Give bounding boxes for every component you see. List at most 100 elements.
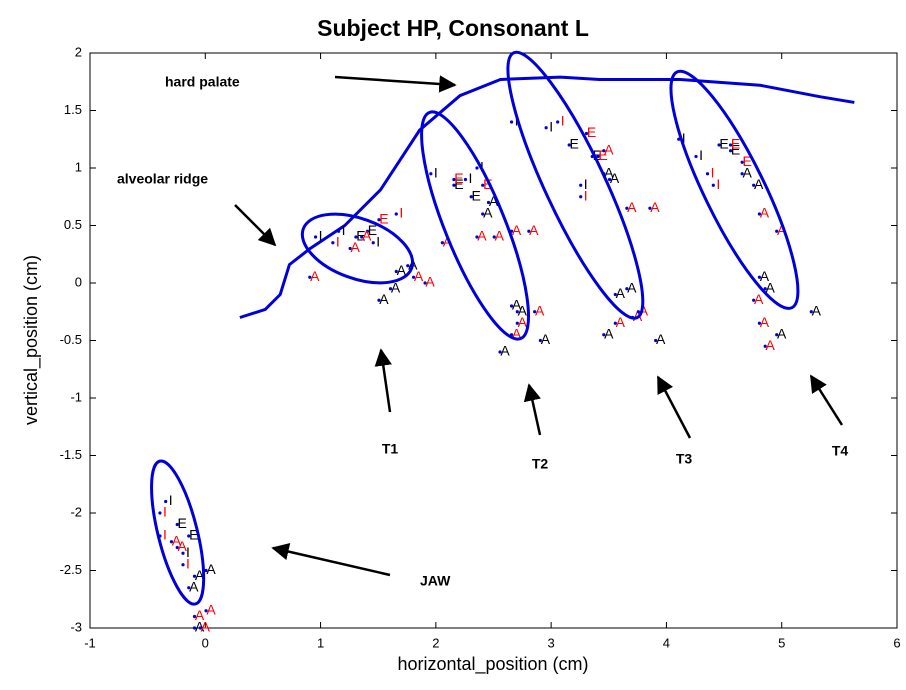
- point-dot: [481, 212, 485, 216]
- point-dot: [360, 235, 364, 239]
- y-tick-label: 0.5: [64, 217, 82, 232]
- point-label: A: [604, 141, 614, 157]
- point-label: I: [699, 147, 703, 163]
- point-dot: [354, 235, 358, 239]
- y-tick-label: -2: [70, 504, 82, 519]
- point-dot: [492, 235, 496, 239]
- point-label: A: [627, 199, 637, 215]
- point-dot: [486, 200, 491, 205]
- x-tick-label: 0: [202, 635, 209, 650]
- annotation-arrow: [374, 348, 392, 413]
- point-dot: [515, 321, 519, 325]
- annotation: T2: [532, 456, 549, 472]
- point-label: E: [454, 170, 463, 186]
- point-dot: [752, 183, 756, 187]
- point-dot: [694, 154, 698, 159]
- point-dot: [763, 344, 767, 348]
- point-dot: [348, 246, 352, 251]
- point-label: A: [512, 325, 522, 341]
- point-label: A: [172, 532, 182, 548]
- point-label: I: [342, 222, 346, 238]
- point-label: I: [163, 504, 167, 520]
- point-dot: [313, 235, 318, 239]
- point-dot: [757, 321, 762, 325]
- point-label: A: [616, 285, 626, 301]
- annotation-arrow: [271, 543, 391, 577]
- point-dot: [556, 120, 560, 124]
- point-dot: [775, 229, 779, 233]
- x-tick-label: 6: [893, 635, 900, 650]
- point-label: A: [489, 193, 499, 209]
- point-label: A: [604, 164, 614, 180]
- x-tick-label: 5: [778, 635, 785, 650]
- x-tick-label: -1: [84, 635, 96, 650]
- point-label: A: [518, 302, 528, 318]
- point-dot: [729, 143, 733, 147]
- point-dot: [527, 229, 531, 233]
- point-label: A: [512, 297, 522, 313]
- point-label: A: [483, 205, 493, 221]
- point-label: A: [760, 268, 770, 284]
- point-label: A: [477, 228, 487, 244]
- point-dot: [388, 287, 393, 291]
- point-dot: [377, 298, 381, 302]
- point-label: E: [189, 527, 198, 543]
- point-dot: [371, 241, 375, 245]
- point-label: E: [731, 141, 740, 157]
- point-label: A: [178, 538, 188, 554]
- point-dot: [175, 522, 179, 527]
- point-dot: [705, 172, 710, 176]
- point-dot: [192, 614, 197, 619]
- point-dot: [613, 292, 617, 297]
- point-dot: [463, 177, 468, 182]
- point-label: A: [529, 222, 539, 238]
- cluster-ellipse: [669, 69, 800, 310]
- point-label: E: [472, 187, 481, 203]
- point-label: A: [604, 325, 614, 341]
- point-label: I: [561, 113, 565, 129]
- point-dot: [452, 183, 456, 187]
- point-label: E: [454, 176, 463, 192]
- point-dot: [406, 264, 410, 268]
- point-label: I: [169, 492, 173, 508]
- point-label: A: [627, 279, 637, 295]
- point-label: I: [711, 164, 715, 180]
- point-label: A: [656, 331, 666, 347]
- point-dot: [544, 126, 548, 130]
- y-axis-label: vertical_position (cm): [21, 255, 42, 425]
- point-label: A: [766, 279, 776, 295]
- point-label: A: [201, 619, 211, 635]
- point-dot: [423, 281, 427, 285]
- chart-title: Subject HP, Consonant L: [317, 15, 589, 41]
- point-label: A: [760, 205, 770, 221]
- cluster-ellipse: [300, 212, 415, 285]
- point-dot: [204, 568, 208, 573]
- point-dot: [181, 563, 185, 567]
- point-dot: [648, 206, 652, 210]
- annotation: JAW: [420, 573, 451, 589]
- point-label: A: [206, 601, 216, 617]
- point-label: A: [195, 567, 205, 583]
- point-dot: [308, 275, 312, 279]
- point-label: E: [587, 124, 596, 140]
- point-label: I: [584, 176, 588, 192]
- point-dot: [584, 131, 589, 136]
- y-tick-label: -3: [70, 619, 82, 634]
- annotation-arrow: [334, 75, 457, 93]
- y-tick-label: 0: [75, 274, 82, 289]
- point-label: A: [310, 268, 320, 284]
- point-dot: [469, 195, 473, 199]
- point-dot: [475, 166, 479, 170]
- x-tick-label: 3: [548, 635, 555, 650]
- point-dot: [763, 287, 767, 291]
- point-dot: [613, 321, 617, 325]
- point-dot: [625, 206, 629, 210]
- point-dot: [625, 287, 629, 291]
- plot-frame: [89, 52, 898, 629]
- x-tick-label: 1: [317, 635, 324, 650]
- point-label: A: [495, 228, 505, 244]
- point-label: A: [512, 222, 522, 238]
- point-dot: [187, 534, 191, 538]
- point-dot: [498, 350, 502, 354]
- point-dot: [740, 172, 744, 176]
